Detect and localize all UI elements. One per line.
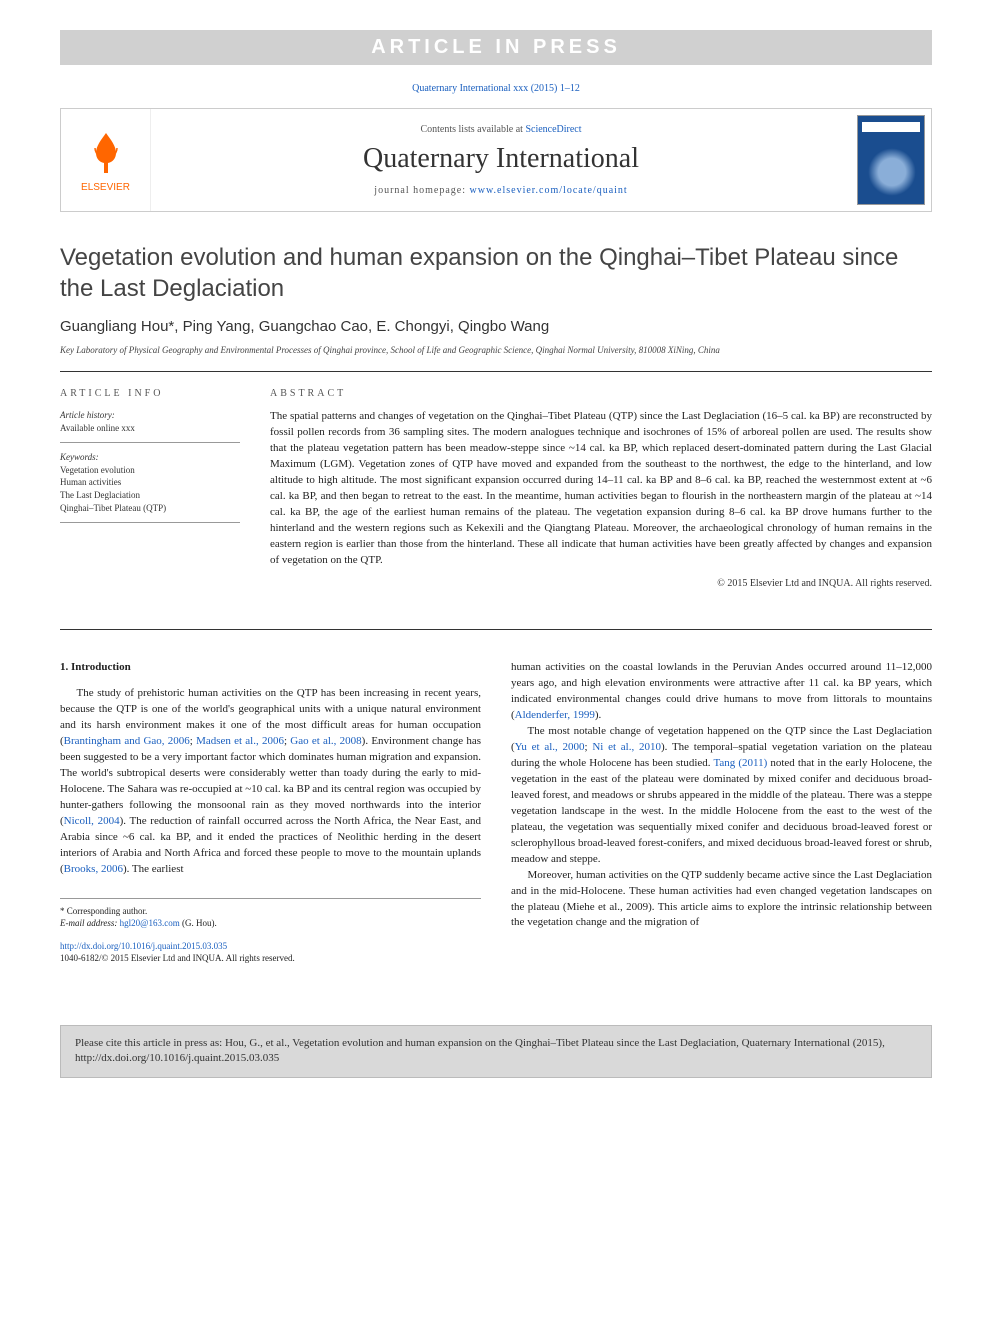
homepage-line: journal homepage: www.elsevier.com/locat… xyxy=(374,185,627,196)
citation-link[interactable]: Ni et al., 2010 xyxy=(592,741,661,753)
issn-copyright-line: 1040-6182/© 2015 Elsevier Ltd and INQUA.… xyxy=(60,952,481,965)
left-column: 1. Introduction The study of prehistoric… xyxy=(60,660,481,965)
keywords-block: Keywords: Vegetation evolution Human act… xyxy=(60,451,240,523)
email-after: (G. Hou). xyxy=(180,918,217,928)
doi-link[interactable]: http://dx.doi.org/10.1016/j.quaint.2015.… xyxy=(60,941,227,951)
body-paragraph: human activities on the coastal lowlands… xyxy=(511,660,932,724)
citation-link[interactable]: Gao et al., 2008 xyxy=(290,735,361,747)
abstract-copyright: © 2015 Elsevier Ltd and INQUA. All right… xyxy=(270,578,932,589)
citation-link[interactable]: Nicoll, 2004 xyxy=(64,815,120,827)
divider xyxy=(60,371,932,372)
article-title: Vegetation evolution and human expansion… xyxy=(60,242,932,304)
cover-image xyxy=(857,115,925,205)
email-label: E-mail address: xyxy=(60,918,120,928)
affiliation: Key Laboratory of Physical Geography and… xyxy=(60,345,932,357)
author-email-link[interactable]: hgl20@163.com xyxy=(120,918,180,928)
text-run: ). Environment change has been suggested… xyxy=(60,735,481,827)
text-run: ). xyxy=(595,709,601,721)
keywords-label: Keywords: xyxy=(60,451,240,464)
keyword-item: The Last Deglaciation xyxy=(60,489,240,502)
article-info-heading: ARTICLE INFO xyxy=(60,388,240,399)
keyword-item: Human activities xyxy=(60,476,240,489)
authors-line: Guangliang Hou*, Ping Yang, Guangchao Ca… xyxy=(60,318,932,335)
citation-link[interactable]: Madsen et al., 2006 xyxy=(196,735,284,747)
citation-link[interactable]: Brantingham and Gao, 2006 xyxy=(64,735,190,747)
doi-block: http://dx.doi.org/10.1016/j.quaint.2015.… xyxy=(60,940,481,965)
page-content: ARTICLE IN PRESS Quaternary Internationa… xyxy=(0,0,992,1005)
body-paragraph: Moreover, human activities on the QTP su… xyxy=(511,868,932,932)
elsevier-tree-icon xyxy=(81,128,131,178)
citation-link[interactable]: Tang (2011) xyxy=(713,757,767,769)
email-line: E-mail address: hgl20@163.com (G. Hou). xyxy=(60,917,481,930)
section-1-heading: 1. Introduction xyxy=(60,660,481,676)
journal-name: Quaternary International xyxy=(363,143,639,175)
divider xyxy=(60,629,932,630)
journal-cover-thumb xyxy=(851,109,931,211)
right-column: human activities on the coastal lowlands… xyxy=(511,660,932,965)
keyword-item: Qinghai–Tibet Plateau (QTP) xyxy=(60,502,240,515)
body-paragraph: The most notable change of vegetation ha… xyxy=(511,724,932,867)
body-paragraph: The study of prehistoric human activitie… xyxy=(60,686,481,877)
elsevier-logo-block: ELSEVIER xyxy=(61,109,151,211)
citation-top: Quaternary International xxx (2015) 1–12 xyxy=(60,83,932,94)
citation-link[interactable]: Brooks, 2006 xyxy=(64,863,123,875)
abstract-heading: ABSTRACT xyxy=(270,388,932,399)
please-cite-box: Please cite this article in press as: Ho… xyxy=(60,1025,932,1078)
header-middle: Contents lists available at ScienceDirec… xyxy=(151,109,851,211)
sciencedirect-link[interactable]: ScienceDirect xyxy=(525,124,581,135)
footnotes: * Corresponding author. E-mail address: … xyxy=(60,898,481,930)
citation-link[interactable]: Aldenderfer, 1999 xyxy=(515,709,595,721)
journal-header-box: ELSEVIER Contents lists available at Sci… xyxy=(60,108,932,212)
body-columns: 1. Introduction The study of prehistoric… xyxy=(60,660,932,965)
history-label: Article history: xyxy=(60,409,240,422)
in-press-banner: ARTICLE IN PRESS xyxy=(60,30,932,65)
keyword-item: Vegetation evolution xyxy=(60,464,240,477)
history-value: Available online xxx xyxy=(60,422,240,435)
abstract-text: The spatial patterns and changes of vege… xyxy=(270,409,932,568)
elsevier-text: ELSEVIER xyxy=(81,182,130,193)
citation-link[interactable]: Yu et al., 2000 xyxy=(515,741,585,753)
abstract-col: ABSTRACT The spatial patterns and change… xyxy=(270,388,932,589)
article-info-col: ARTICLE INFO Article history: Available … xyxy=(60,388,240,589)
homepage-prefix: journal homepage: xyxy=(374,185,469,196)
journal-homepage-link[interactable]: www.elsevier.com/locate/quaint xyxy=(470,185,628,196)
text-run: noted that in the early Holocene, the ve… xyxy=(511,757,932,865)
corresponding-author-note: * Corresponding author. xyxy=(60,905,481,918)
contents-available-line: Contents lists available at ScienceDirec… xyxy=(420,124,581,135)
contents-prefix: Contents lists available at xyxy=(420,124,525,135)
text-run: ). The earliest xyxy=(123,863,184,875)
info-abstract-row: ARTICLE INFO Article history: Available … xyxy=(60,388,932,589)
history-block: Article history: Available online xxx xyxy=(60,409,240,443)
